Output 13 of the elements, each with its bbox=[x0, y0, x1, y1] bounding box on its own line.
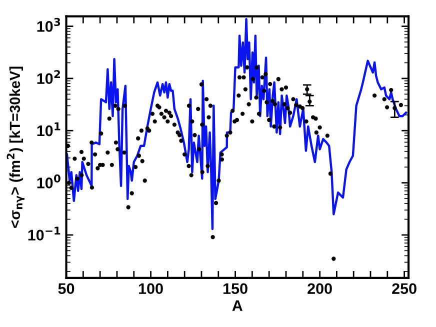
y-tick-label: 10$^{2}$ bbox=[37, 70, 60, 84]
x-tick-label: 250 bbox=[392, 283, 416, 294]
y-tick-label: 10$^{−1}$ bbox=[28, 226, 60, 241]
x-tick-label: 100 bbox=[139, 283, 163, 294]
x-tick-label: 200 bbox=[308, 283, 332, 294]
y-tick-label: 10$^{0}$ bbox=[37, 174, 60, 188]
x-tick-label: 50 bbox=[58, 283, 74, 294]
y-tick-label: 10$^{1}$ bbox=[37, 122, 60, 136]
line-series bbox=[66, 18, 408, 230]
x-tick-label: 150 bbox=[224, 283, 248, 294]
y-tick-label: 10$^{3}$ bbox=[37, 18, 60, 32]
y-axis-title: <σ$_{nγ}$> (fm$^{2}$) [kT=30keV] bbox=[6, 66, 24, 228]
x-axis-title: A bbox=[232, 300, 243, 311]
